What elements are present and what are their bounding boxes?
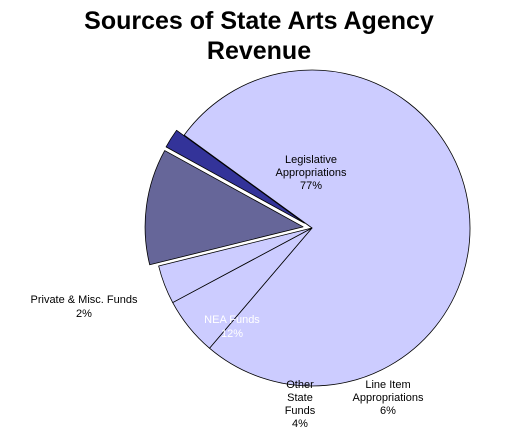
slice-label-line: Other	[286, 379, 314, 391]
pie-slice	[183, 69, 471, 387]
slice-label: Line Item Appropriations 6%	[353, 379, 424, 417]
chart-title-line-2: Revenue	[206, 37, 312, 65]
pie-slice	[165, 129, 305, 224]
slice-label-line: 12%	[221, 328, 243, 340]
pie-slice	[144, 150, 304, 266]
pie-slice	[158, 227, 313, 303]
slice-label-line: Line Item	[365, 379, 410, 391]
slice-label: Private & Misc. Funds 2%	[31, 294, 138, 320]
slice-label-line: 2%	[76, 308, 92, 320]
slice-label: NEA Funds 12%	[204, 314, 260, 340]
slice-label-line: Legislative	[285, 154, 337, 166]
slice-label-line: Appropriations	[353, 392, 424, 404]
chart-title-line-1: Sources of State Arts Agency	[84, 7, 434, 35]
slice-label: Legislative Appropriations 77%	[276, 154, 347, 192]
slice-label-line: Private & Misc. Funds	[31, 294, 138, 306]
slice-label-line: 77%	[300, 180, 322, 192]
chart-title: Sources of State Arts Agency Revenue	[0, 6, 518, 66]
slice-label-line: Funds	[285, 405, 316, 417]
slice-label-line: 6%	[380, 405, 396, 417]
slice-label-line: 4%	[292, 418, 308, 430]
slice-label-line: NEA Funds	[204, 314, 260, 326]
slice-label-line: Appropriations	[276, 167, 347, 179]
slice-label: Other State Funds 4%	[285, 379, 316, 430]
slice-label-line: State	[287, 392, 313, 404]
